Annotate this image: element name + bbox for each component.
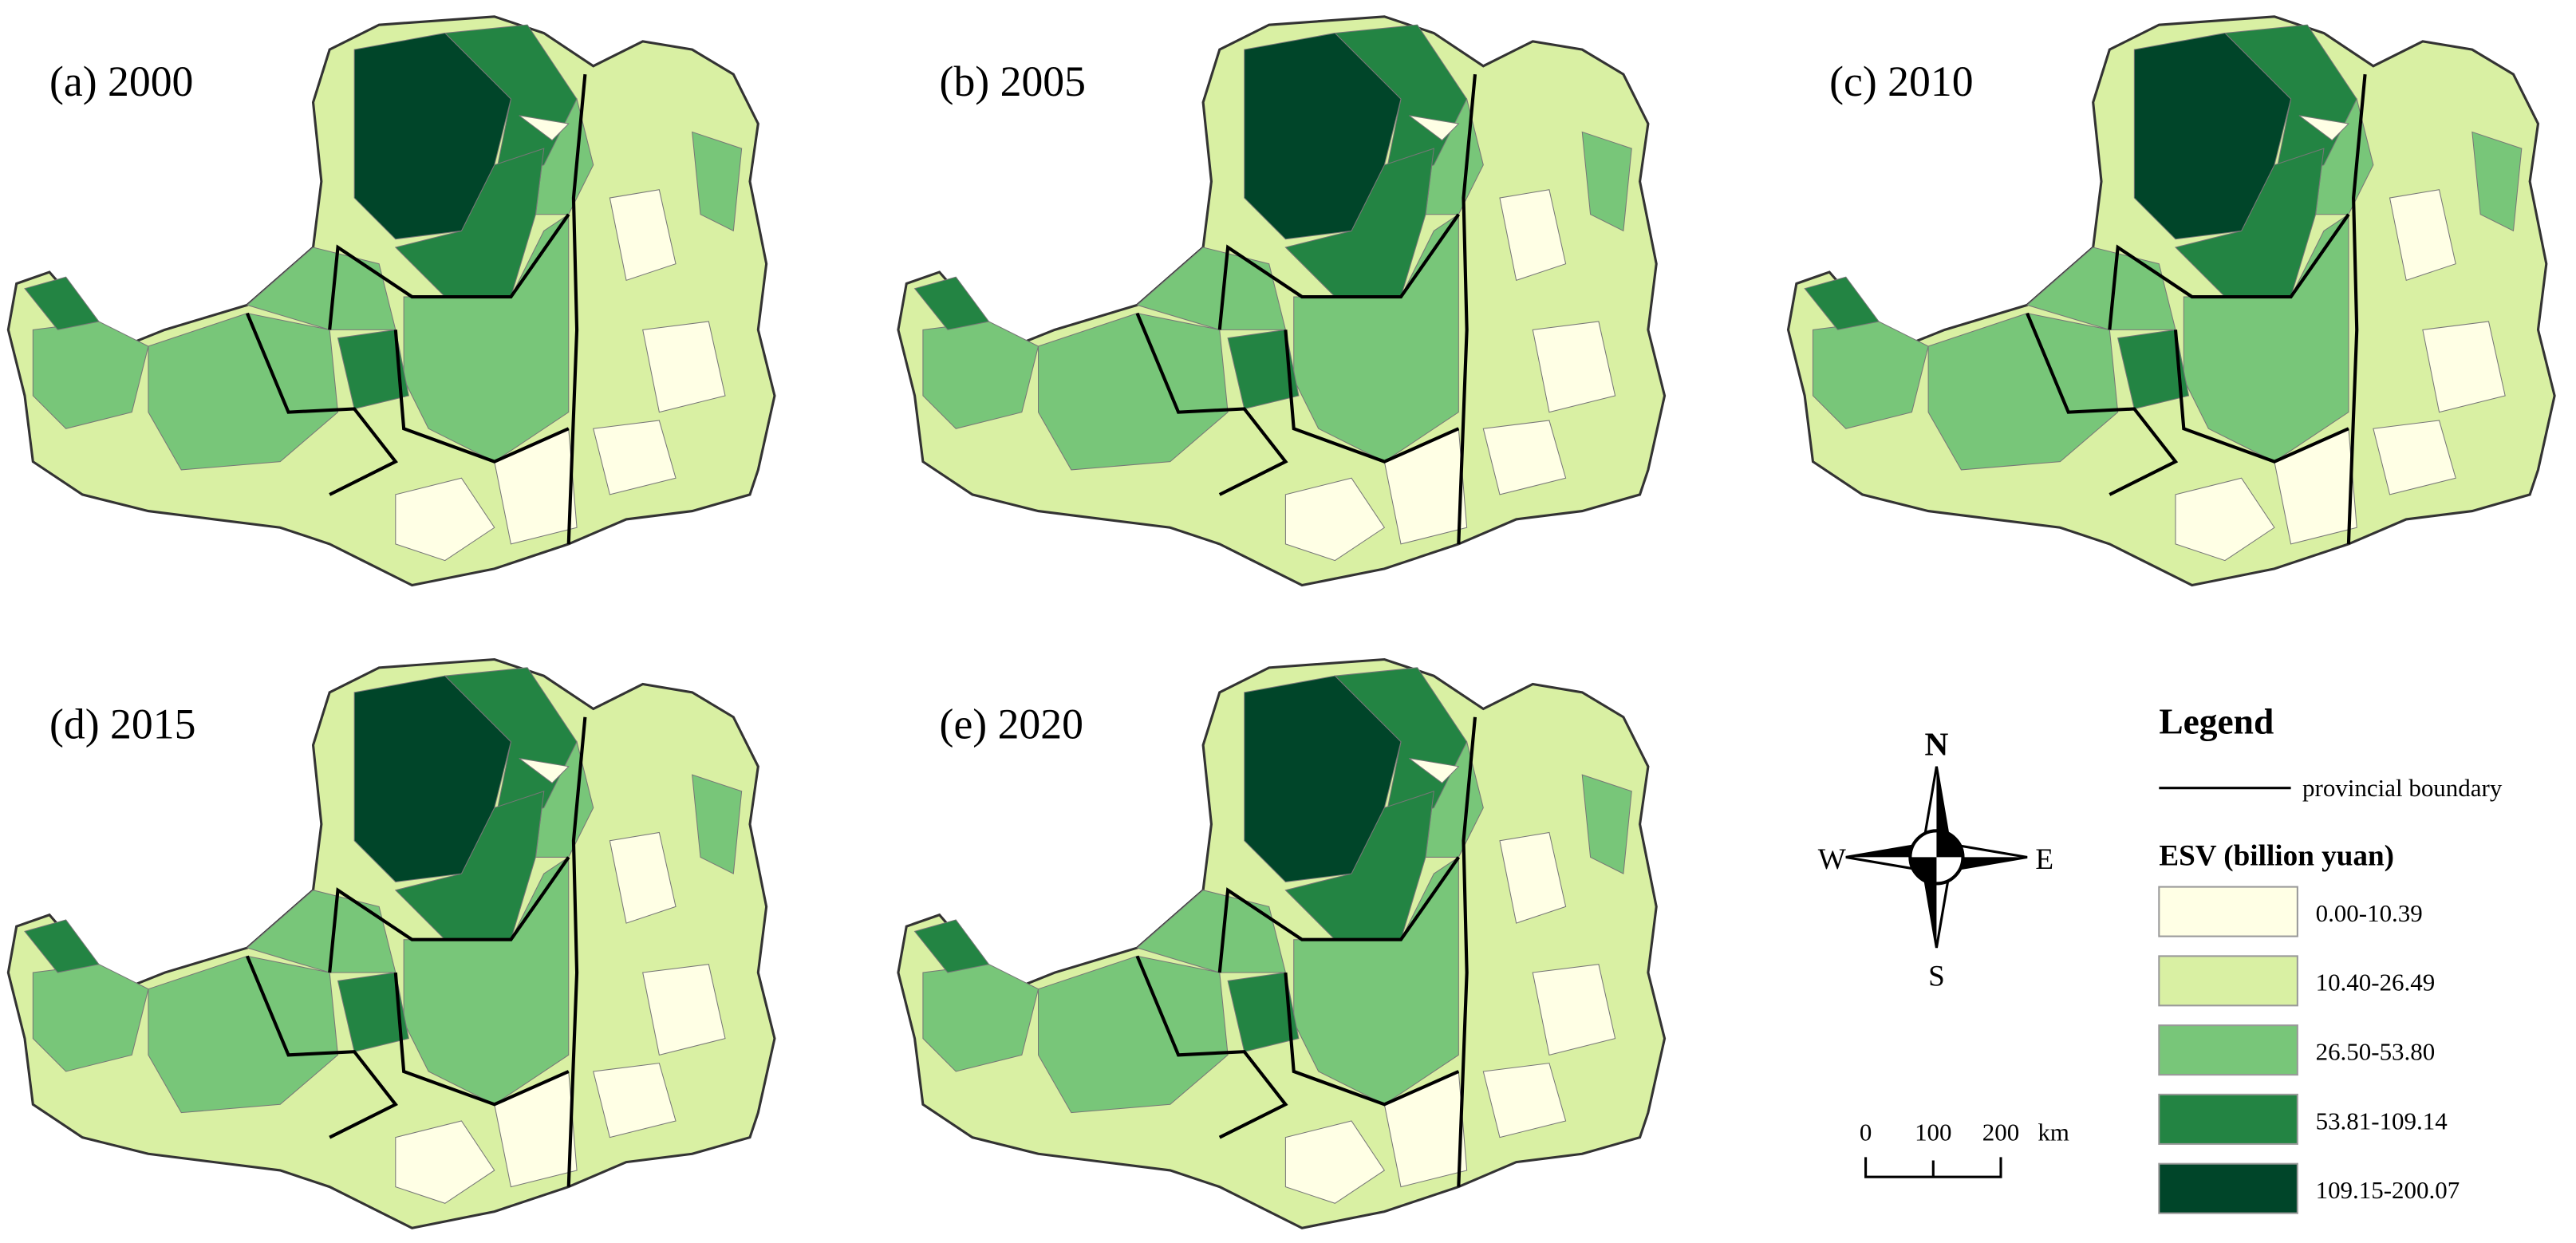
map-panel: (c) 2010: [1789, 17, 2555, 586]
scale-bar: 0 100 200 km: [1860, 1119, 2069, 1178]
scale-label: km: [2038, 1119, 2069, 1146]
legend-label: 53.81-109.14: [2316, 1107, 2448, 1134]
compass-w: W: [1818, 843, 1847, 876]
compass: N S E W: [1818, 725, 2053, 992]
scale-label: 200: [1982, 1119, 2019, 1146]
map-panel: (e) 2020: [898, 660, 1665, 1229]
legend-label: 26.50-53.80: [2316, 1038, 2436, 1066]
legend-label: 10.40-26.49: [2316, 969, 2436, 996]
map-panel: (d) 2015: [8, 660, 775, 1229]
legend-label: 0.00-10.39: [2316, 899, 2423, 927]
map-panels: (a) 2000 (b) 2005 (c) 2010 (d) 2015 (e) 2020: [8, 17, 2554, 1228]
legend-swatch: [2158, 886, 2298, 937]
legend-swatch: [2158, 955, 2298, 1007]
legend: Legend provincial boundary ESV (billion …: [2158, 701, 2503, 1214]
compass-n: N: [1925, 725, 1949, 762]
map-panel: (b) 2005: [898, 17, 1665, 586]
legend-label: 109.15-200.07: [2316, 1176, 2460, 1204]
compass-e: E: [2035, 843, 2053, 876]
boundary-label: provincial boundary: [2302, 774, 2503, 802]
panel-label: (b) 2005: [940, 57, 1086, 105]
legend-swatch: [2158, 1024, 2298, 1076]
panel-label: (d) 2015: [49, 700, 195, 748]
legend-swatch: [2158, 1093, 2298, 1145]
panel-label: (e) 2020: [940, 700, 1083, 748]
scale-label: 0: [1860, 1119, 1872, 1146]
scale-label: 100: [1915, 1119, 1951, 1146]
compass-s: S: [1928, 961, 1945, 993]
legend-swatch: [2158, 1162, 2298, 1214]
legend-title: Legend: [2159, 701, 2274, 741]
map-panel: (a) 2000: [8, 17, 775, 586]
panel-label: (a) 2000: [49, 57, 193, 105]
panel-label: (c) 2010: [1829, 57, 1973, 105]
esv-title: ESV (billion yuan): [2159, 840, 2394, 873]
